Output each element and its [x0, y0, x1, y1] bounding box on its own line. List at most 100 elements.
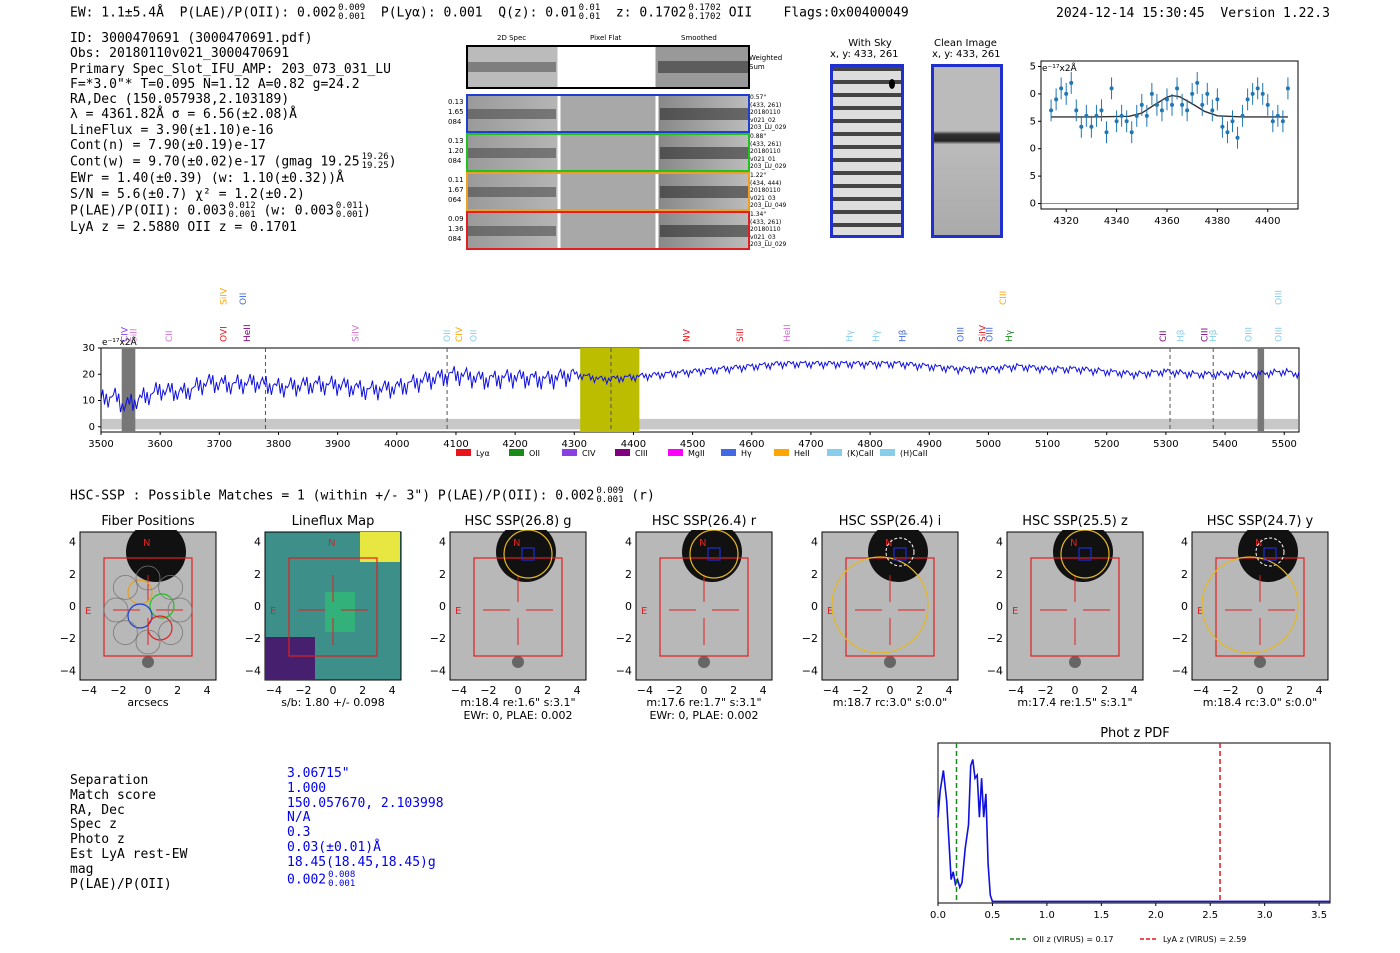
cutout-row-band: [468, 148, 556, 158]
zoom-xtick-label: 4380: [1205, 216, 1230, 227]
stamp-ytick: −4: [987, 664, 1003, 677]
fullspec-legend-swatch: [456, 449, 471, 456]
zoom-data-point: [1275, 113, 1280, 118]
zoom-data-point: [1175, 86, 1180, 91]
stamp-xtick: −2: [110, 684, 126, 697]
cutout-row-right-labels: 1.22" (434, 444) 20180110 v021_03 203_LU_049: [750, 172, 786, 210]
zoom-data-point: [1099, 108, 1104, 113]
faint-source: [884, 656, 896, 668]
cutout-row-left-labels: 0.13 1.20 084: [448, 136, 464, 166]
info-radec: RA,Dec (150.057938,2.103189): [70, 92, 290, 108]
header-qz: Q(z): 0.01: [498, 5, 577, 21]
zoom-data-point: [1185, 108, 1190, 113]
cutout-row-left-label: 0.11: [448, 176, 464, 184]
cutout-row-right-label: 0.57": [750, 94, 767, 101]
weighted-sum-cutout: [466, 45, 750, 89]
catalog-circle-dashed: [1255, 537, 1285, 567]
zoom-data-point: [1089, 124, 1094, 129]
cutout-row-left-label: 1.20: [448, 147, 464, 155]
stamp-ytick: −4: [802, 664, 818, 677]
zoom-ytick-label: 10: [1030, 144, 1036, 155]
bright-source: [682, 530, 742, 582]
info-plae-w-lo: 0.001: [335, 209, 364, 220]
cutout-row-left-label: 084: [448, 118, 462, 126]
stamp-ytick: −4: [60, 664, 76, 677]
match-values: 3.06715" 1.000 150.057670, 2.103998 N/A …: [287, 766, 444, 889]
zoom-data-point: [1285, 86, 1290, 91]
fullspec-line-label: CII: [165, 330, 175, 342]
fullspec-frame: [100, 347, 1300, 433]
east-marker: E: [641, 606, 647, 617]
header-timestamp-version: 2024-12-14 15:30:45 Version 1.22.3: [1056, 6, 1330, 21]
bright-source: [1238, 530, 1298, 582]
zoom-data-point: [1170, 102, 1175, 107]
zoom-data-point: [1119, 113, 1124, 118]
zoom-ylabel: e⁻¹⁷x2Å: [1042, 62, 1078, 74]
cutout-row-right-labels: 0.57" (433, 261) 20180110 v021_02 203_LU_029: [750, 94, 786, 132]
fullspec-masked-band: [121, 348, 136, 432]
header-z-line: OII: [728, 5, 753, 21]
stamp-xtick: −4: [1193, 684, 1209, 697]
stamp-xtick: 4: [760, 684, 767, 697]
stamp-xtick: 2: [544, 684, 551, 697]
match-label-specz: Spec z: [70, 817, 117, 833]
stamp-ytick: 0: [996, 600, 1003, 613]
zoom-xtick-label: 4320: [1053, 216, 1078, 227]
match-label-photoz: Photo z: [70, 832, 125, 848]
fullspec-xtick-label: 3600: [147, 439, 172, 450]
photz-xtick-label: 2.5: [1202, 910, 1218, 921]
stamp-ytick: 0: [254, 600, 261, 613]
stamp-caption: m:18.4 rc:3.0" s:0.0": [1202, 696, 1318, 709]
stamp-xtick: −4: [637, 684, 653, 697]
fullspec-line-label: OIII: [1274, 290, 1284, 305]
fullspec-line-label: SiIV: [351, 324, 361, 342]
fullspec-xtick-label: 4800: [857, 439, 882, 450]
zoom-data-point: [1094, 113, 1099, 118]
faint-source: [698, 656, 710, 668]
fullspec-legend-label: CIII: [635, 449, 648, 458]
stamp-image: N E −4 −4 −2 −2 0 0 2 2 4 4: [616, 530, 773, 697]
bright-source: [496, 530, 556, 582]
match-label-lya-ew: Est LyA rest-EW: [70, 846, 188, 862]
stamp-xtick: −4: [81, 684, 97, 697]
cutout-row-left-labels: 0.11 1.67 064: [448, 175, 464, 205]
fullspec-line-label: Hγ: [872, 329, 882, 342]
stamp-title: HSC SSP(25.5) z: [1022, 514, 1128, 529]
bright-source: [868, 530, 928, 582]
cutout-row-right-label: 0.88": [750, 133, 767, 140]
cutout-row-right-label: v021_02: [750, 116, 776, 124]
clean-image-title: Clean Image: [934, 38, 997, 49]
lineflux-high-region: [360, 532, 400, 562]
fullspec-xtick-label: 5000: [976, 439, 1001, 450]
cutout-row-left-label: 1.67: [448, 186, 464, 194]
stamp-xtick: 0: [887, 684, 894, 697]
stamp-xtick: 0: [701, 684, 708, 697]
detection-info: ID: 3000470691 (3000470691.pdf) Obs: 201…: [70, 31, 397, 235]
zoom-xtick-label: 4400: [1255, 216, 1280, 227]
zoom-data-point: [1124, 119, 1129, 124]
fullspec-line-label: HeII: [783, 324, 793, 342]
fiber-circle-gray: [167, 597, 193, 623]
photz-legend-lya: LyA z (VIRUS) = 2.59: [1163, 935, 1246, 944]
clean-image: [931, 64, 1003, 238]
zoom-ytick-label: 20: [1030, 89, 1036, 100]
stamp-ytick: 2: [69, 568, 76, 581]
target-box: [521, 547, 535, 561]
photz-xtick-label: 1.5: [1093, 910, 1109, 921]
lineflux-low-region: [265, 637, 315, 680]
fiber-circle-gray: [112, 574, 138, 600]
fullspec-line-label: OVI: [219, 326, 229, 342]
fullspec-xtick-label: 4200: [502, 439, 527, 450]
info-lyaz: LyA z = 2.5880 OII z = 0.1701: [70, 219, 297, 235]
cutout-col-smoothed: Smoothed: [681, 34, 717, 42]
cutout-row-right-label: v021_03: [750, 194, 776, 202]
fullspec-xtick-label: 5100: [1035, 439, 1060, 450]
faint-source: [142, 656, 154, 668]
stamp-xtick: 2: [916, 684, 923, 697]
zoom-data-point: [1225, 130, 1230, 135]
fullspec-legend-swatch: [615, 449, 630, 456]
zoom-data-point: [1255, 86, 1260, 91]
zoom-data-point: [1240, 113, 1245, 118]
header-plae: P(LAE)/P(OII): 0.002: [179, 5, 337, 21]
zoom-data-point: [1084, 113, 1089, 118]
